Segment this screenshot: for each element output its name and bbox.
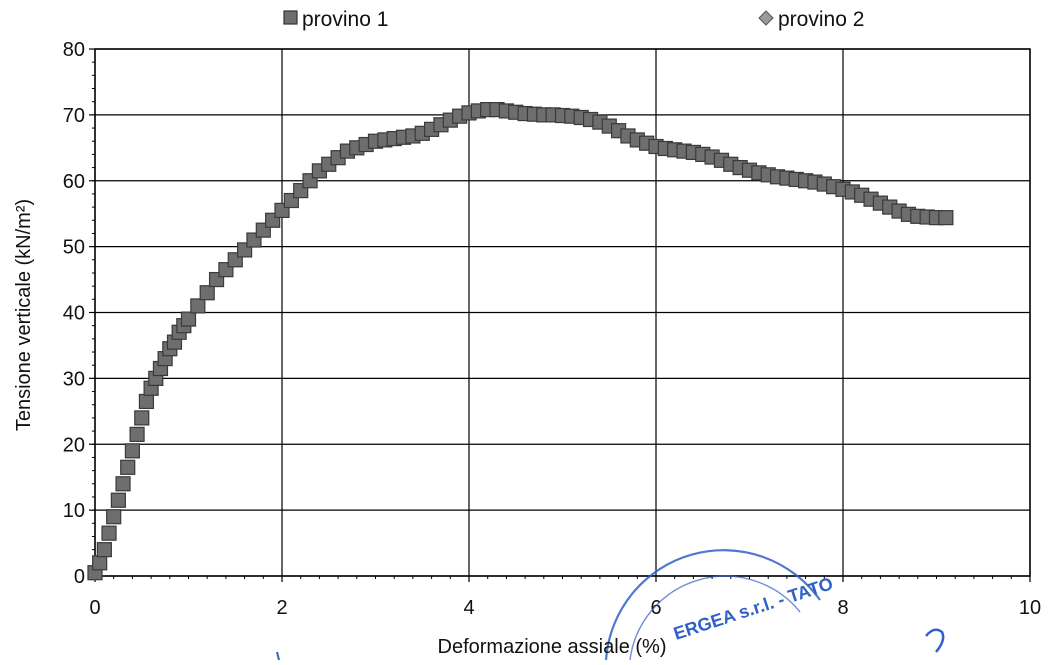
legend-label: provino 2 bbox=[778, 8, 864, 31]
y-tick-label: 60 bbox=[63, 171, 85, 193]
labels-layer: Deformazione assiale (%) Tensione vertic… bbox=[13, 199, 666, 658]
x-tick-label: 0 bbox=[89, 597, 100, 619]
y-tick-label: 40 bbox=[63, 303, 85, 325]
data-point bbox=[106, 509, 122, 525]
data-point bbox=[190, 298, 206, 314]
x-tick-label: 6 bbox=[650, 597, 661, 619]
data-point bbox=[110, 492, 126, 508]
y-tick-label: 70 bbox=[63, 105, 85, 127]
data-point bbox=[134, 410, 150, 426]
data-point bbox=[92, 555, 108, 571]
y-tick-label: 10 bbox=[63, 500, 85, 522]
legend-marker-diamond bbox=[758, 10, 774, 26]
legend-label: provino 1 bbox=[302, 8, 388, 31]
x-tick-label: 2 bbox=[276, 597, 287, 619]
y-tick-label: 30 bbox=[63, 368, 85, 390]
grid-layer bbox=[94, 48, 1031, 577]
legend-marker-square bbox=[283, 10, 298, 25]
x-tick-label: 4 bbox=[463, 597, 474, 619]
x-axis-title: Deformazione assiale (%) bbox=[438, 636, 667, 658]
y-tick-label: 80 bbox=[63, 39, 85, 61]
data-point bbox=[101, 525, 117, 541]
ticks-layer: 0 10 20 30 40 50 60 70 80 0 2 4 6 8 10 bbox=[63, 39, 1041, 619]
data-point bbox=[96, 542, 112, 558]
data-point bbox=[138, 393, 155, 410]
x-tick-label: 10 bbox=[1019, 597, 1041, 619]
series-1 bbox=[87, 102, 954, 581]
data-point bbox=[129, 426, 145, 442]
series-layer bbox=[87, 102, 954, 581]
data-point bbox=[115, 476, 131, 492]
y-tick-label: 0 bbox=[74, 566, 85, 588]
x-tick-label: 8 bbox=[837, 597, 848, 619]
data-point bbox=[120, 459, 136, 475]
data-point bbox=[199, 285, 215, 301]
y-axis-title: Tensione verticale (kN/m²) bbox=[13, 199, 35, 431]
y-tick-label: 50 bbox=[63, 237, 85, 259]
y-tick-label: 20 bbox=[63, 434, 85, 456]
stamp-text: ERGEA s.r.l. - TATO bbox=[671, 573, 835, 643]
data-point bbox=[124, 443, 141, 459]
legend: provino 1 provino 2 bbox=[283, 8, 864, 31]
data-point bbox=[180, 311, 197, 327]
data-point bbox=[938, 210, 954, 226]
